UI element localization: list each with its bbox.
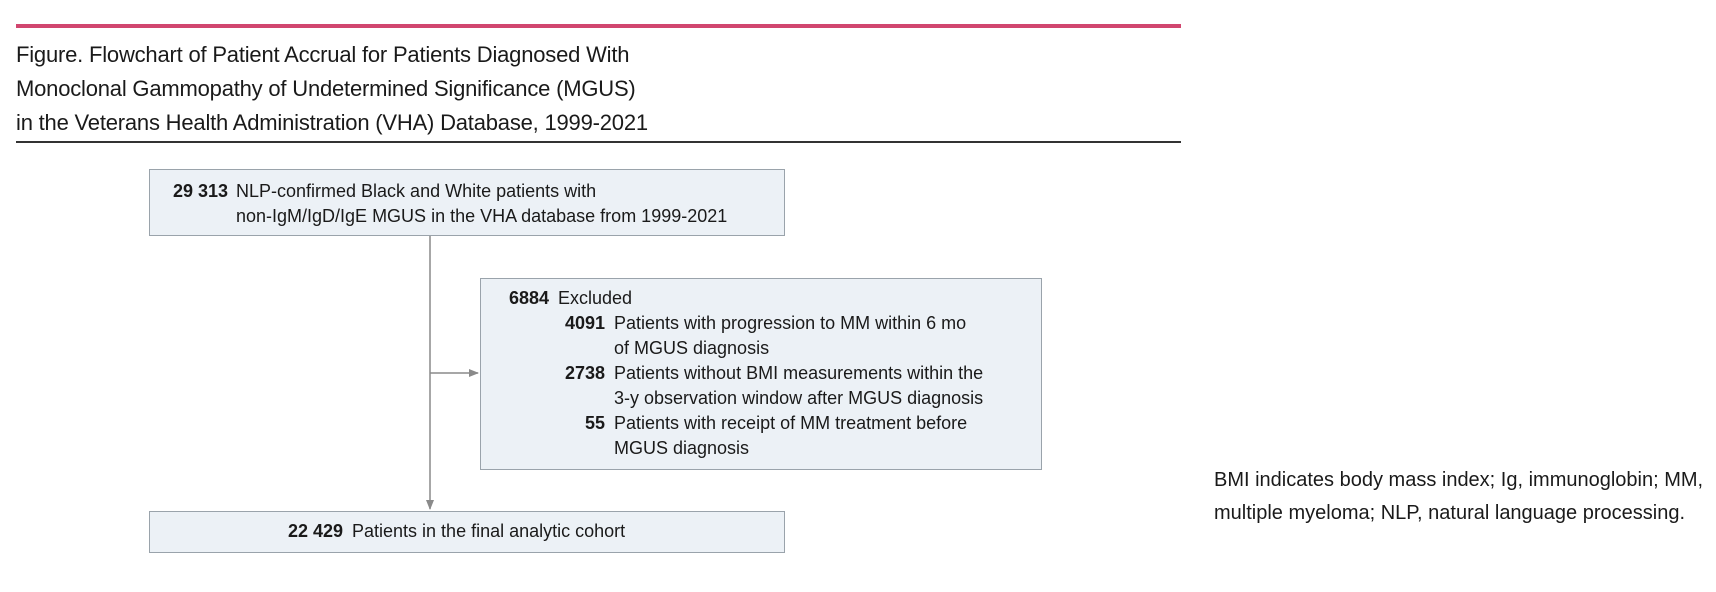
excluded-box: 6884 Excluded 4091 Patients with progres… (480, 278, 1042, 470)
start-count: 29 313 (172, 181, 228, 201)
figure-title: Figure. Flowchart of Patient Accrual for… (16, 38, 1181, 140)
abbreviations-footnote: BMI indicates body mass index; Ig, immun… (1214, 469, 1704, 524)
start-text-line: NLP-confirmed Black and White patients w… (236, 181, 597, 201)
start-population-box: 29 313 NLP-confirmed Black and White pat… (149, 169, 785, 236)
excluded-count: 6884 (508, 288, 549, 308)
exclusion-reason-count: 55 (584, 413, 605, 433)
excluded-label: Excluded (558, 288, 633, 308)
title-divider (16, 141, 1181, 143)
exclusion-reason-text: 3-y observation window after MGUS diagno… (614, 388, 984, 408)
exclusion-reason-count: 2738 (564, 363, 605, 383)
figure-title-line: Monoclonal Gammopathy of Undetermined Si… (16, 76, 636, 101)
exclusion-reason-text: of MGUS diagnosis (614, 338, 770, 358)
exclusion-reason-text: MGUS diagnosis (614, 438, 750, 458)
figure-title-line: in the Veterans Health Administration (V… (16, 110, 648, 135)
exclusion-reason-text: Patients with receipt of MM treatment be… (614, 413, 968, 433)
accent-rule (16, 24, 1181, 28)
exclusion-reason-text: Patients without BMI measurements within… (614, 363, 984, 383)
start-text-line: non-IgM/IgD/IgE MGUS in the VHA database… (236, 206, 728, 226)
final-text: Patients in the final analytic cohort (352, 521, 626, 541)
final-cohort-box: 22 429 Patients in the final analytic co… (149, 511, 785, 553)
exclusion-reason-text: Patients with progression to MM within 6… (614, 313, 967, 333)
exclusion-reason-count: 4091 (564, 313, 605, 333)
final-count: 22 429 (287, 521, 343, 541)
figure-title-line: Figure. Flowchart of Patient Accrual for… (16, 42, 630, 67)
